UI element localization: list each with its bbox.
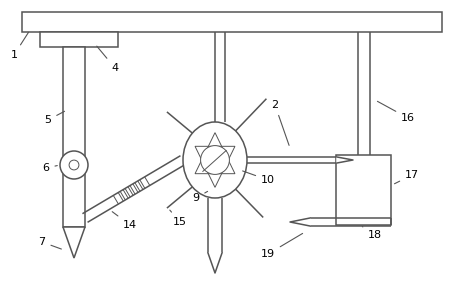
Text: 6: 6 bbox=[42, 163, 57, 173]
Bar bbox=[63, 47, 85, 227]
Circle shape bbox=[60, 151, 88, 179]
Bar bbox=[22, 12, 442, 32]
Bar bbox=[336, 155, 391, 225]
Text: 19: 19 bbox=[261, 233, 302, 259]
Text: 14: 14 bbox=[112, 212, 137, 230]
Polygon shape bbox=[337, 157, 353, 163]
Text: 5: 5 bbox=[44, 111, 65, 125]
Text: 15: 15 bbox=[170, 210, 187, 227]
Text: 10: 10 bbox=[243, 171, 275, 185]
Text: 2: 2 bbox=[271, 100, 289, 145]
Text: 7: 7 bbox=[38, 237, 62, 249]
Polygon shape bbox=[290, 218, 310, 226]
Ellipse shape bbox=[183, 122, 247, 198]
Text: 1: 1 bbox=[11, 32, 28, 60]
Circle shape bbox=[200, 146, 229, 174]
Polygon shape bbox=[208, 253, 222, 273]
Text: 17: 17 bbox=[395, 170, 419, 184]
Bar bbox=[40, 32, 118, 47]
Circle shape bbox=[69, 160, 79, 170]
Text: 16: 16 bbox=[377, 101, 415, 123]
Text: 18: 18 bbox=[362, 226, 382, 240]
Text: 4: 4 bbox=[97, 46, 118, 73]
Polygon shape bbox=[63, 227, 85, 258]
Text: 9: 9 bbox=[192, 191, 207, 203]
